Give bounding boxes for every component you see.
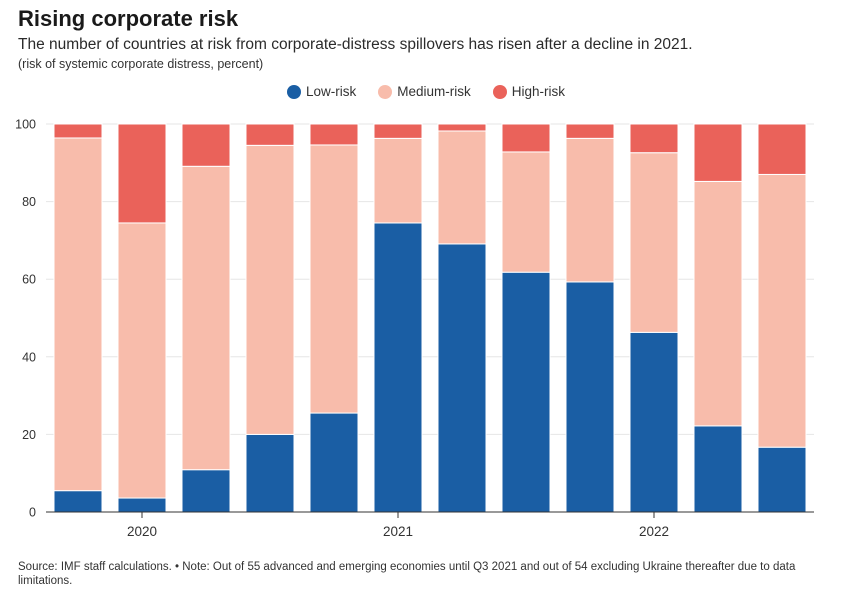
bar-segment-low bbox=[565, 281, 615, 513]
y-tick-label: 100 bbox=[15, 118, 36, 132]
y-tick-label: 80 bbox=[22, 195, 36, 209]
bar-segment-low bbox=[437, 243, 487, 513]
y-tick-label: 40 bbox=[22, 350, 36, 364]
chart-subtitle: The number of countries at risk from cor… bbox=[18, 36, 693, 53]
bar-segment-low bbox=[245, 433, 295, 513]
bar-segment-low bbox=[309, 412, 359, 513]
chart-units: (risk of systemic corporate distress, pe… bbox=[18, 57, 264, 71]
legend-label-low: Low-risk bbox=[305, 84, 357, 99]
bar-segment-low bbox=[629, 331, 679, 513]
bar-segment-medium bbox=[245, 144, 295, 435]
bar-segment-high bbox=[693, 123, 743, 182]
legend-label-high: High-risk bbox=[511, 84, 566, 99]
y-tick-label: 20 bbox=[22, 428, 36, 442]
legend-swatch-low bbox=[286, 84, 301, 99]
bar-segment-high bbox=[501, 123, 551, 153]
bar-segment-medium bbox=[373, 137, 423, 224]
legend-label-medium: Medium-risk bbox=[397, 84, 471, 99]
bar-segment-low bbox=[53, 490, 103, 513]
bar-segment-low bbox=[501, 271, 551, 513]
bar-segment-medium bbox=[565, 137, 615, 283]
bar-segment-high bbox=[437, 123, 487, 132]
legend: Low-risk Medium-risk High-risk bbox=[0, 84, 852, 99]
source-note: Source: IMF staff calculations. • Note: … bbox=[18, 561, 796, 587]
x-tick-label: 2020 bbox=[127, 524, 157, 539]
x-tick-label: 2021 bbox=[383, 524, 413, 539]
bar-segment-high bbox=[757, 123, 807, 175]
bar-segment-low bbox=[117, 497, 167, 513]
bar-segment-medium bbox=[53, 137, 103, 492]
bar-segment-medium bbox=[181, 165, 231, 471]
bar-segment-high bbox=[245, 123, 295, 146]
x-tick-label: 2022 bbox=[639, 524, 669, 539]
bar-segment-high bbox=[181, 123, 231, 167]
bar-segment-high bbox=[565, 123, 615, 139]
bar-segment-high bbox=[53, 123, 103, 139]
bar-segment-high bbox=[629, 123, 679, 154]
legend-item-high: High-risk bbox=[492, 84, 566, 99]
bar-segment-medium bbox=[309, 144, 359, 414]
chart-title: Rising corporate risk bbox=[18, 6, 239, 31]
bar-segment-low bbox=[693, 425, 743, 513]
legend-swatch-high bbox=[492, 84, 507, 99]
bar-segment-medium bbox=[501, 151, 551, 273]
bar-segment-high bbox=[373, 123, 423, 139]
bar-segment-medium bbox=[437, 130, 487, 245]
bar-segment-low bbox=[373, 222, 423, 513]
bar-segment-low bbox=[181, 469, 231, 513]
legend-swatch-medium bbox=[378, 84, 393, 99]
legend-item-low: Low-risk bbox=[286, 84, 357, 99]
legend-item-medium: Medium-risk bbox=[378, 84, 471, 99]
bar-segment-medium bbox=[693, 180, 743, 427]
bar-segment-low bbox=[757, 446, 807, 513]
bar-segment-medium bbox=[629, 152, 679, 333]
y-tick-label: 0 bbox=[29, 506, 36, 520]
bar-segment-medium bbox=[757, 173, 807, 448]
bar-segment-medium bbox=[117, 222, 167, 499]
y-tick-label: 60 bbox=[22, 273, 36, 287]
bar-segment-high bbox=[309, 123, 359, 146]
bar-segment-high bbox=[117, 123, 167, 224]
